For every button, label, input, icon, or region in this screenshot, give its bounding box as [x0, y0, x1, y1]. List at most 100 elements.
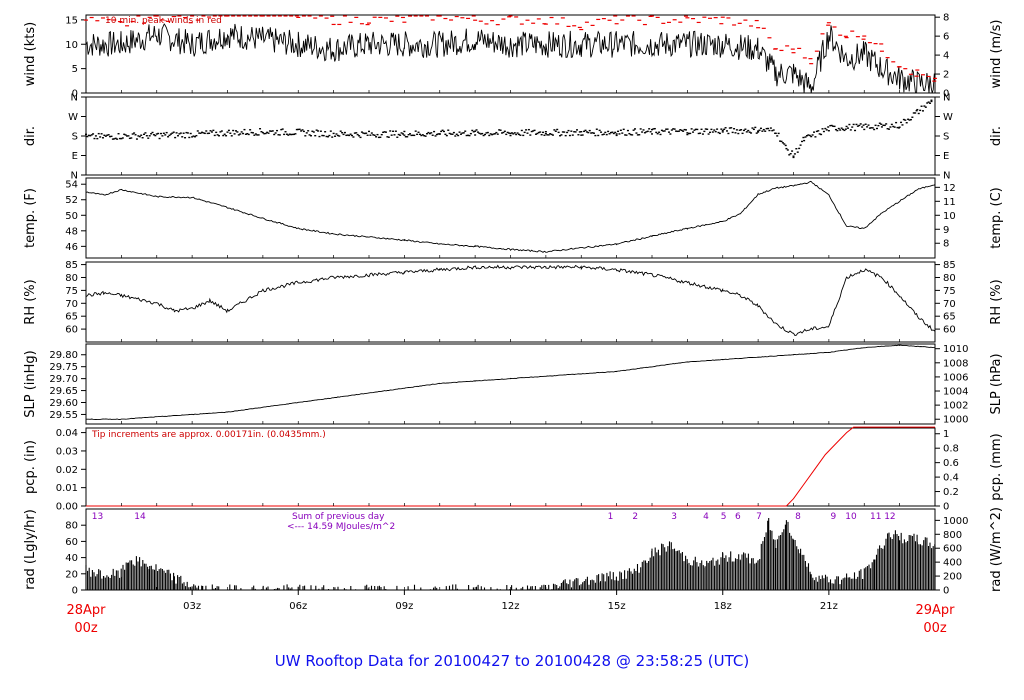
temp-tick-label-right: 11	[943, 197, 956, 208]
rh-tick-label-left: 65	[65, 312, 78, 323]
dir-point	[662, 130, 665, 132]
dir-point	[564, 134, 567, 137]
dir-point	[409, 133, 412, 135]
temp-tick-label-left: 54	[65, 180, 78, 191]
dir-point	[346, 134, 349, 136]
dir-point	[295, 128, 298, 131]
dir-point	[356, 133, 359, 136]
dir-point	[591, 132, 594, 134]
dir-point	[369, 134, 372, 136]
slp-series-line	[86, 344, 936, 420]
dir-point	[844, 128, 847, 130]
dir-point	[659, 133, 662, 136]
dir-point	[390, 134, 393, 136]
dir-point	[353, 132, 356, 134]
dir-point	[138, 135, 141, 138]
time-tick-label: 12z	[502, 601, 520, 612]
dir-point	[544, 130, 547, 133]
dir-point	[372, 134, 375, 136]
dir-point	[605, 133, 608, 136]
dir-point	[433, 130, 436, 133]
dir-point	[578, 131, 581, 133]
dir-point	[113, 138, 116, 140]
dir-point	[106, 134, 109, 136]
dir-point	[406, 136, 409, 138]
dir-point	[293, 133, 296, 136]
dir-point	[420, 134, 423, 137]
dir-point	[914, 112, 917, 114]
dir-point	[222, 134, 225, 137]
pcp-tick-label-right: 1	[943, 429, 949, 440]
dir-point	[665, 128, 668, 130]
dir-point	[534, 133, 537, 135]
dir-point	[87, 134, 90, 137]
dir-point	[752, 128, 755, 131]
dir-point	[651, 133, 653, 135]
dir-point	[247, 133, 250, 136]
dir-point	[100, 133, 103, 135]
slp-tick-label-right: 1008	[943, 358, 968, 369]
dir-point	[648, 128, 651, 130]
rad-sum-value: <--- 14.59 MJoules/m^2	[287, 522, 395, 532]
dir-point	[768, 129, 771, 132]
dir-point	[837, 127, 840, 130]
dir-point	[547, 134, 550, 136]
dir-point	[450, 133, 453, 135]
dir-point	[549, 133, 552, 135]
dir-point	[172, 131, 175, 133]
dir-point	[546, 134, 549, 136]
dir-point	[513, 132, 516, 134]
dir-point	[182, 132, 185, 134]
dir-point	[803, 139, 806, 142]
dir-point	[270, 130, 273, 132]
dir-point	[800, 140, 803, 143]
time-tick-label: 03z	[183, 601, 201, 612]
dir-point	[536, 132, 539, 135]
dir-point	[380, 133, 383, 136]
dir-point	[720, 128, 723, 130]
dir-point	[851, 126, 854, 128]
dir-tick-label-right: S	[943, 132, 949, 143]
dir-point	[236, 131, 239, 133]
dir-point	[764, 130, 767, 132]
dir-point	[393, 134, 396, 136]
dir-point	[451, 133, 454, 135]
dir-point	[455, 133, 458, 135]
dir-point	[864, 123, 867, 125]
dir-point	[882, 124, 885, 126]
dir-tick-label-left: W	[68, 112, 78, 123]
dir-point	[703, 130, 706, 133]
dir-point	[355, 132, 358, 134]
dir-point	[765, 127, 768, 130]
dir-point	[457, 134, 460, 137]
dir-point	[178, 133, 181, 135]
rad-hour-label: 6	[735, 512, 741, 522]
dir-point	[595, 128, 598, 130]
dir-point	[728, 127, 731, 129]
dir-point	[348, 134, 351, 137]
dir-point	[203, 132, 206, 135]
rh-tick-label-right: 85	[943, 260, 956, 271]
temp-tick-label-right: 10	[943, 211, 956, 222]
rad-tick-label-left: 80	[65, 521, 78, 532]
dir-point	[360, 131, 363, 133]
dir-point	[481, 132, 484, 135]
rh-tick-label-left: 60	[65, 325, 78, 336]
dir-point	[227, 129, 230, 132]
dir-point	[324, 131, 327, 133]
slp-tick-label-left: 29.75	[49, 362, 78, 373]
dir-point	[199, 132, 202, 134]
dir-point	[900, 121, 903, 124]
dir-point	[580, 131, 583, 133]
dir-point	[649, 131, 652, 133]
temp-tick-label-left: 46	[65, 242, 78, 253]
dir-point	[561, 131, 564, 133]
dir-point	[120, 137, 123, 140]
temp-panel: temp. (F) temp. (C) 46 48 50 52 54 8 9 10 11 12	[23, 177, 1004, 259]
dir-point	[744, 128, 747, 130]
dir-point	[594, 134, 597, 137]
dir-point	[239, 133, 242, 135]
start-time-label: 00z	[74, 621, 98, 636]
dir-point	[515, 133, 518, 136]
rad-hour-label: 13	[92, 512, 103, 522]
